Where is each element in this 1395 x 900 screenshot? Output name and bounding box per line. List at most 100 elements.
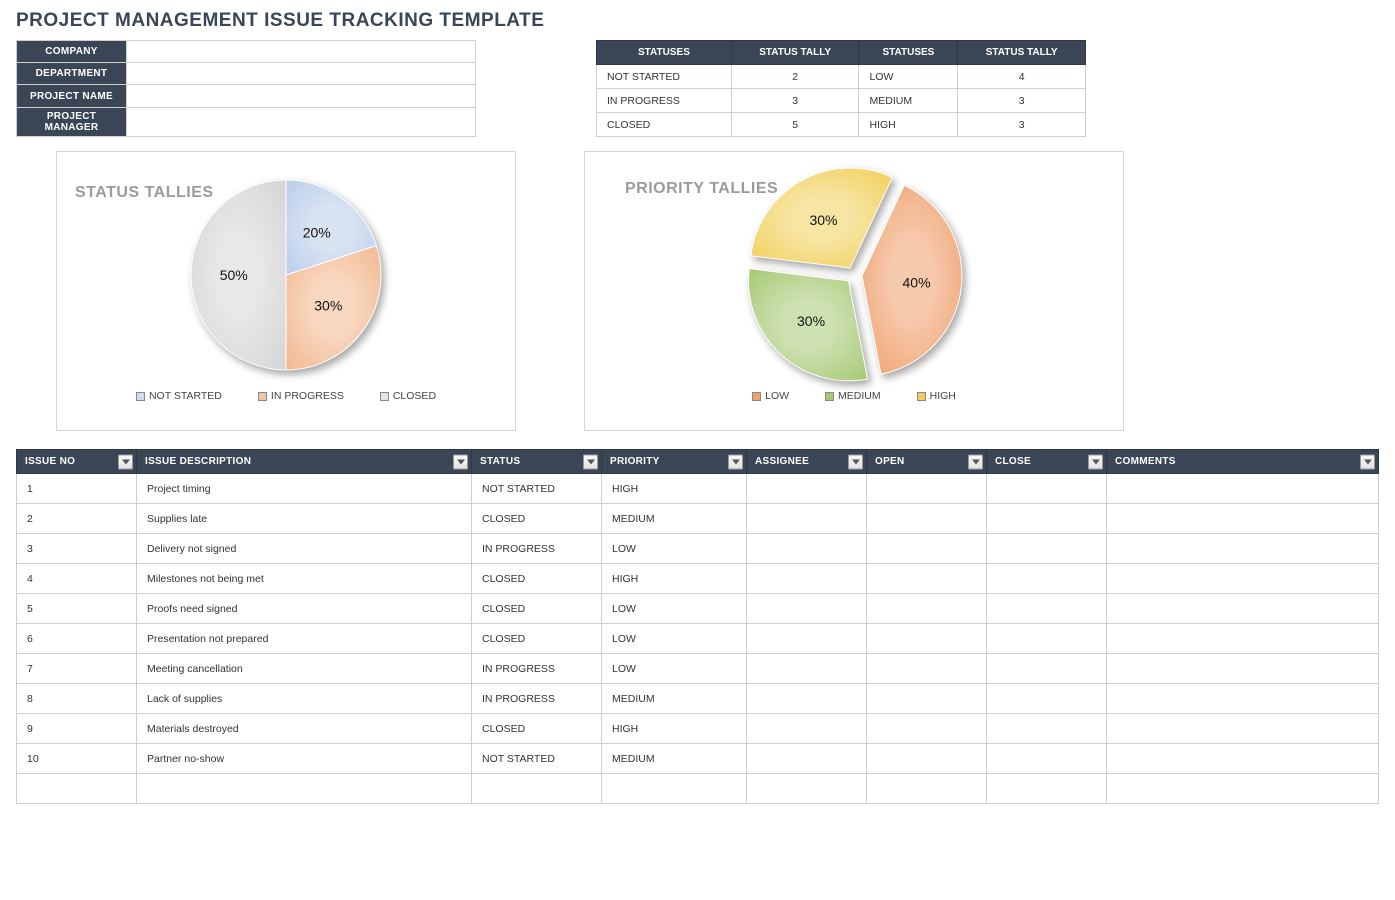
issue-cell[interactable]: Proofs need signed [137, 594, 472, 624]
issue-cell[interactable] [602, 774, 747, 804]
issue-cell[interactable] [987, 534, 1107, 564]
issue-cell[interactable]: Materials destroyed [137, 714, 472, 744]
issue-cell[interactable]: 8 [17, 684, 137, 714]
issue-cell[interactable]: CLOSED [472, 564, 602, 594]
issue-cell[interactable]: LOW [602, 624, 747, 654]
issue-cell[interactable]: Meeting cancellation [137, 654, 472, 684]
issue-cell[interactable] [1107, 654, 1379, 684]
issue-cell[interactable] [747, 684, 867, 714]
issue-cell[interactable]: 3 [17, 534, 137, 564]
issue-cell[interactable] [867, 474, 987, 504]
issue-cell[interactable]: MEDIUM [602, 684, 747, 714]
issue-cell[interactable] [867, 744, 987, 774]
issue-cell[interactable] [1107, 474, 1379, 504]
issue-cell[interactable] [1107, 774, 1379, 804]
issue-cell[interactable]: LOW [602, 594, 747, 624]
issue-column-header[interactable]: ASSIGNEE [747, 450, 867, 474]
issue-cell[interactable] [987, 684, 1107, 714]
issue-cell[interactable] [1107, 594, 1379, 624]
issue-cell[interactable]: 5 [17, 594, 137, 624]
issue-cell[interactable] [867, 624, 987, 654]
issue-cell[interactable]: NOT STARTED [472, 474, 602, 504]
issue-cell[interactable]: MEDIUM [602, 744, 747, 774]
issue-cell[interactable]: 6 [17, 624, 137, 654]
issue-cell[interactable] [867, 654, 987, 684]
filter-dropdown-icon[interactable] [1088, 454, 1103, 469]
filter-dropdown-icon[interactable] [118, 454, 133, 469]
filter-dropdown-icon[interactable] [728, 454, 743, 469]
filter-dropdown-icon[interactable] [1360, 454, 1375, 469]
issue-cell[interactable] [987, 714, 1107, 744]
issue-cell[interactable] [867, 684, 987, 714]
issue-cell[interactable]: 7 [17, 654, 137, 684]
issue-cell[interactable]: LOW [602, 654, 747, 684]
issue-cell[interactable]: 4 [17, 564, 137, 594]
issue-cell[interactable] [867, 504, 987, 534]
issue-cell[interactable] [987, 774, 1107, 804]
issue-cell[interactable]: Delivery not signed [137, 534, 472, 564]
issue-cell[interactable] [1107, 684, 1379, 714]
issue-cell[interactable]: 10 [17, 744, 137, 774]
issue-cell[interactable] [747, 624, 867, 654]
filter-dropdown-icon[interactable] [848, 454, 863, 469]
issue-cell[interactable]: IN PROGRESS [472, 684, 602, 714]
issue-cell[interactable] [1107, 534, 1379, 564]
issue-cell[interactable] [17, 774, 137, 804]
issue-cell[interactable] [987, 654, 1107, 684]
issue-cell[interactable]: LOW [602, 534, 747, 564]
issue-cell[interactable] [987, 474, 1107, 504]
issue-column-header[interactable]: PRIORITY [602, 450, 747, 474]
info-value[interactable] [127, 85, 476, 107]
issue-column-header[interactable]: ISSUE NO [17, 450, 137, 474]
info-value[interactable] [127, 63, 476, 85]
issue-cell[interactable]: Lack of supplies [137, 684, 472, 714]
issue-cell[interactable] [747, 654, 867, 684]
issue-cell[interactable] [867, 594, 987, 624]
issue-cell[interactable] [137, 774, 472, 804]
issue-cell[interactable]: Milestones not being met [137, 564, 472, 594]
filter-dropdown-icon[interactable] [968, 454, 983, 469]
issue-cell[interactable] [747, 774, 867, 804]
issue-cell[interactable] [987, 624, 1107, 654]
filter-dropdown-icon[interactable] [453, 454, 468, 469]
issue-cell[interactable]: Supplies late [137, 504, 472, 534]
issue-cell[interactable] [747, 714, 867, 744]
info-value[interactable] [127, 41, 476, 63]
issue-cell[interactable]: CLOSED [472, 624, 602, 654]
issue-cell[interactable] [747, 564, 867, 594]
issue-cell[interactable]: NOT STARTED [472, 744, 602, 774]
issue-cell[interactable] [867, 564, 987, 594]
filter-dropdown-icon[interactable] [583, 454, 598, 469]
issue-cell[interactable]: CLOSED [472, 504, 602, 534]
issue-cell[interactable]: CLOSED [472, 594, 602, 624]
issue-cell[interactable]: Partner no-show [137, 744, 472, 774]
issue-cell[interactable] [747, 534, 867, 564]
issue-cell[interactable]: Project timing [137, 474, 472, 504]
issue-cell[interactable] [747, 474, 867, 504]
issue-cell[interactable] [1107, 624, 1379, 654]
issue-cell[interactable]: HIGH [602, 474, 747, 504]
issue-cell[interactable] [472, 774, 602, 804]
issue-cell[interactable] [987, 504, 1107, 534]
issue-cell[interactable]: HIGH [602, 714, 747, 744]
issue-cell[interactable]: IN PROGRESS [472, 534, 602, 564]
issue-cell[interactable] [867, 774, 987, 804]
issue-cell[interactable]: IN PROGRESS [472, 654, 602, 684]
issue-cell[interactable]: 1 [17, 474, 137, 504]
issue-cell[interactable]: MEDIUM [602, 504, 747, 534]
issue-cell[interactable] [987, 744, 1107, 774]
issue-cell[interactable]: HIGH [602, 564, 747, 594]
issue-cell[interactable] [1107, 744, 1379, 774]
issue-cell[interactable] [867, 714, 987, 744]
issue-cell[interactable] [747, 504, 867, 534]
issue-cell[interactable] [987, 594, 1107, 624]
issue-cell[interactable] [1107, 504, 1379, 534]
issue-cell[interactable] [747, 594, 867, 624]
issue-column-header[interactable]: CLOSE [987, 450, 1107, 474]
issue-column-header[interactable]: ISSUE DESCRIPTION [137, 450, 472, 474]
info-value[interactable] [127, 107, 476, 136]
issue-cell[interactable] [1107, 714, 1379, 744]
issue-column-header[interactable]: COMMENTS [1107, 450, 1379, 474]
issue-cell[interactable]: 9 [17, 714, 137, 744]
issue-cell[interactable]: Presentation not prepared [137, 624, 472, 654]
